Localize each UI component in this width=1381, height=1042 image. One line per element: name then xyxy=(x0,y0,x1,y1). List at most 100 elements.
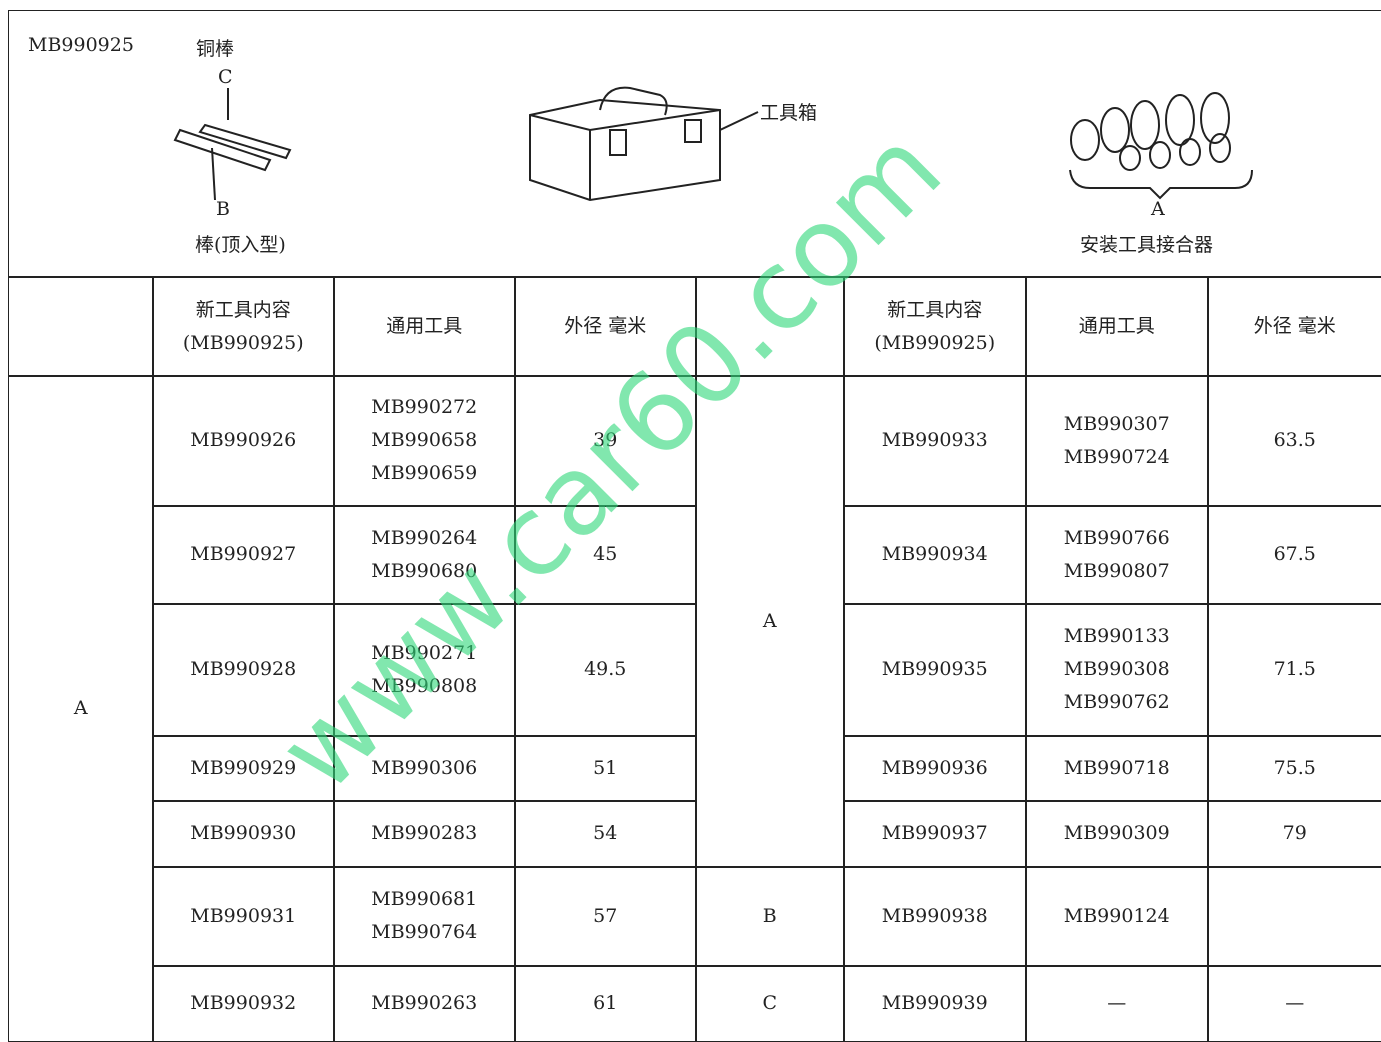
label: 铜棒 xyxy=(196,38,235,60)
general-tool-cell: MB990283 xyxy=(333,800,516,868)
cell-text: MB990764 xyxy=(371,921,478,944)
cell-text: 51 xyxy=(593,756,618,779)
cell-text: (MB990925) xyxy=(182,331,304,354)
new-tool-cell: MB990937 xyxy=(843,800,1027,868)
cell-text: 新工具内容 xyxy=(887,298,983,321)
cell-text: 39 xyxy=(593,429,618,452)
cell-text: (MB990925) xyxy=(874,331,996,354)
diameter-cell xyxy=(1207,866,1381,967)
general-tool-cell: MB990307 MB990724 xyxy=(1025,375,1209,507)
cell-text: MB990272 xyxy=(371,396,478,419)
cell-text: MB990933 xyxy=(881,429,988,452)
illustrations xyxy=(173,86,1253,202)
cell-text: MB990658 xyxy=(371,429,478,452)
cell-text: 63.5 xyxy=(1273,429,1316,452)
new-tool-cell: MB990935 xyxy=(843,603,1027,737)
header-cell xyxy=(695,277,845,377)
diameter-cell: 54 xyxy=(514,800,697,868)
cell-text: MB990271 xyxy=(371,641,478,664)
cell-text: MB990930 xyxy=(190,822,297,845)
cell-text: 79 xyxy=(1282,822,1307,845)
cell-text: 49.5 xyxy=(584,658,627,681)
label: 安装工具接合器 xyxy=(1080,234,1214,256)
header-cell: 外径 毫米 xyxy=(1207,277,1381,377)
cell-text: MB990938 xyxy=(881,904,988,927)
header-cell: 通用工具 xyxy=(1025,277,1209,377)
cell-text: 45 xyxy=(593,543,618,566)
cell-text: MB990724 xyxy=(1063,445,1170,468)
cell-text: MB990264 xyxy=(371,526,478,549)
new-tool-cell: MB990927 xyxy=(152,505,335,605)
new-tool-cell: MB990932 xyxy=(152,965,335,1042)
cell-text: MB990309 xyxy=(1063,822,1170,845)
general-tool-cell: MB990271 MB990808 xyxy=(333,603,516,737)
cell-text: MB990936 xyxy=(881,756,988,779)
label: C xyxy=(218,66,233,88)
cell-text: MB990263 xyxy=(371,991,478,1014)
cell-text: MB990659 xyxy=(371,462,478,485)
cell-text: MB990680 xyxy=(371,559,478,582)
cell-text: 61 xyxy=(593,991,618,1014)
cell-text: MB990929 xyxy=(190,756,297,779)
cell-text: 外径 毫米 xyxy=(564,315,647,338)
cell-text: MB990927 xyxy=(190,543,297,566)
header-cell: 新工具内容 (MB990925) xyxy=(152,277,335,377)
general-tool-cell: MB990133 MB990308 MB990762 xyxy=(1025,603,1209,737)
new-tool-cell: MB990934 xyxy=(843,505,1027,605)
general-tool-cell: MB990718 xyxy=(1025,735,1209,802)
diameter-cell: 71.5 xyxy=(1207,603,1381,737)
label: 棒(顶入型) xyxy=(195,234,286,256)
cell-text: B xyxy=(762,904,777,927)
header-cell: 外径 毫米 xyxy=(514,277,697,377)
cell-text: MB990308 xyxy=(1063,658,1170,681)
cell-text: A xyxy=(762,609,777,632)
cell-text: A xyxy=(73,696,88,719)
cell-text: 75.5 xyxy=(1273,756,1316,779)
cell-text: 54 xyxy=(593,822,618,845)
new-tool-cell: MB990938 xyxy=(843,866,1027,967)
general-tool-cell: MB990124 xyxy=(1025,866,1209,967)
cell-text: MB990766 xyxy=(1063,526,1170,549)
cell-text: MB990807 xyxy=(1063,559,1170,582)
cell-text: — xyxy=(1107,991,1127,1014)
cell-text: MB990939 xyxy=(881,991,988,1014)
group-cell: A xyxy=(8,375,154,1042)
diameter-cell: 45 xyxy=(514,505,697,605)
cell-text: MB990762 xyxy=(1063,691,1170,714)
new-tool-cell: MB990930 xyxy=(152,800,335,868)
part-number: MB990925 xyxy=(28,34,134,56)
cell-text: MB990808 xyxy=(371,674,478,697)
diameter-cell: 67.5 xyxy=(1207,505,1381,605)
cell-text: — xyxy=(1285,991,1305,1014)
cell-text: MB990124 xyxy=(1063,904,1170,927)
cell-text: C xyxy=(762,991,778,1014)
new-tool-cell: MB990929 xyxy=(152,735,335,802)
cell-text: MB990931 xyxy=(190,904,297,927)
group-cell: C xyxy=(695,965,845,1042)
header-cell xyxy=(8,277,154,377)
cell-text: MB990307 xyxy=(1063,412,1170,435)
label: 工具箱 xyxy=(760,102,818,124)
group-cell: B xyxy=(695,866,845,967)
diameter-cell: 63.5 xyxy=(1207,375,1381,507)
cell-text: 通用工具 xyxy=(1078,315,1155,338)
general-tool-cell: — xyxy=(1025,965,1209,1042)
cell-text: 外径 毫米 xyxy=(1253,315,1336,338)
diameter-cell: — xyxy=(1207,965,1381,1042)
general-tool-cell: MB990272 MB990658 MB990659 xyxy=(333,375,516,507)
cell-text: MB990283 xyxy=(371,822,478,845)
general-tool-cell: MB990766 MB990807 xyxy=(1025,505,1209,605)
cell-text: 67.5 xyxy=(1273,543,1316,566)
diameter-cell: 61 xyxy=(514,965,697,1042)
cell-text: 新工具内容 xyxy=(195,298,291,321)
cell-text: 71.5 xyxy=(1273,658,1316,681)
general-tool-cell: MB990264 MB990680 xyxy=(333,505,516,605)
label: B xyxy=(216,198,230,220)
cell-text: MB990681 xyxy=(371,888,478,911)
label: A xyxy=(1151,198,1165,220)
general-tool-cell: MB990306 xyxy=(333,735,516,802)
cell-text: MB990932 xyxy=(190,991,297,1014)
cell-text: MB990718 xyxy=(1063,756,1170,779)
general-tool-cell: MB990681 MB990764 xyxy=(333,866,516,967)
